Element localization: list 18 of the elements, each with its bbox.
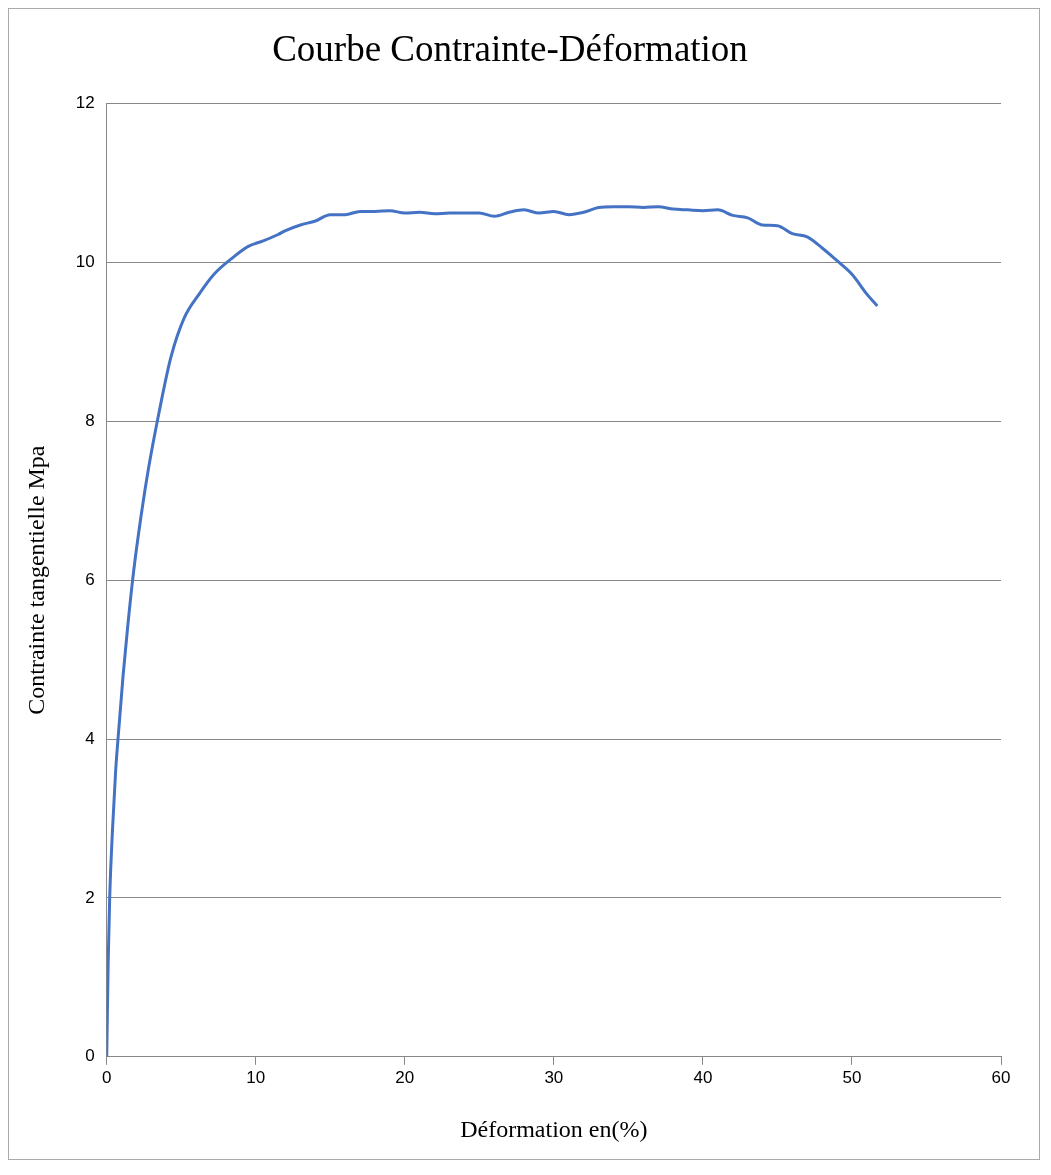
x-tick-label: 0 (101, 1067, 112, 1087)
line-series (106, 205, 879, 1057)
x-tick-label: 30 (544, 1067, 564, 1087)
y-tick-label: 0 (85, 1046, 95, 1066)
x-tick-label: 40 (693, 1067, 713, 1087)
y-tick-label: 2 (85, 887, 95, 907)
y-tick-label: 4 (85, 728, 95, 748)
x-tick-label: 50 (842, 1067, 862, 1087)
y-tick-label: 12 (75, 93, 95, 113)
x-axis-title: Déformation en(%) (460, 1115, 648, 1142)
y-tick-label: 6 (85, 569, 95, 589)
x-tick-label: 10 (246, 1067, 266, 1087)
y-tick-label: 10 (75, 251, 95, 271)
y-axis-title: Contrainte tangentielle Mpa (22, 445, 49, 715)
x-tick-label: 20 (395, 1067, 415, 1087)
x-tick-label: 60 (991, 1067, 1011, 1087)
chart-title: Courbe Contrainte-Déformation (272, 27, 748, 69)
y-tick-label: 8 (85, 410, 95, 430)
